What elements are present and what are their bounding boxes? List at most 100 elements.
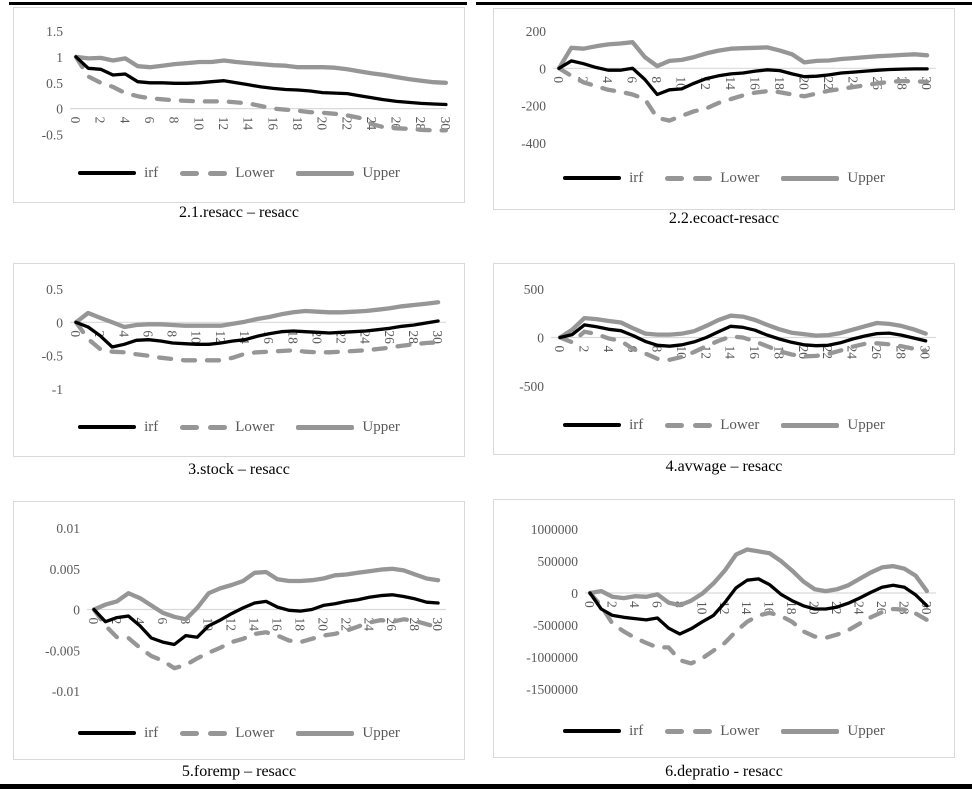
svg-text:24: 24 (852, 601, 867, 615)
svg-text:10: 10 (191, 117, 206, 131)
legend-lower-swatch (665, 422, 713, 428)
svg-text:22: 22 (820, 346, 835, 360)
svg-text:0: 0 (56, 102, 63, 117)
chart-panel-4: 500 0 -500 0 2 4 6 8 10 12 14 16 18 20 22 24 26 28 30 irf … (493, 263, 955, 455)
svg-text:1.5: 1.5 (46, 24, 63, 39)
legend-lower-label: Lower (235, 419, 275, 435)
legend-upper-label: Upper (847, 417, 885, 433)
chart-canvas-4: 5000-5000 2 4 6 8 10 12 14 16 18 20 22 24 26 28 30 (519, 282, 936, 394)
svg-text:12: 12 (224, 618, 239, 632)
legend-upper-label: Upper (362, 419, 400, 435)
svg-text:16: 16 (265, 117, 280, 131)
chart-caption-5: 5.foremp – resacc (181, 763, 297, 780)
svg-text:6: 6 (155, 618, 170, 625)
svg-text:-0.5: -0.5 (42, 128, 64, 143)
svg-text:18: 18 (771, 346, 786, 360)
legend-upper-label: Upper (847, 170, 885, 186)
svg-text:-0.01: -0.01 (52, 684, 80, 699)
legend-lower-swatch (180, 170, 228, 176)
svg-text:1000000: 1000000 (531, 522, 579, 537)
svg-text:2: 2 (93, 117, 108, 124)
legend-upper-swatch (296, 170, 355, 176)
legend-irf-swatch (563, 176, 622, 180)
legend-lower-label: Lower (720, 170, 760, 186)
legend-lower-swatch (180, 730, 228, 736)
svg-text:4: 4 (600, 76, 615, 83)
svg-text:14: 14 (723, 76, 738, 90)
legend-irf-label: irf (629, 417, 644, 433)
legend-upper-swatch (781, 422, 840, 428)
svg-text:-200: -200 (521, 99, 546, 114)
chart-caption-4: 4.avwage – resacc (665, 458, 783, 475)
svg-text:8: 8 (165, 330, 180, 337)
svg-text:0.5: 0.5 (46, 76, 63, 91)
svg-text:18: 18 (784, 601, 799, 615)
legend-lower-label: Lower (720, 417, 760, 433)
svg-text:0: 0 (73, 603, 80, 618)
svg-text:2: 2 (576, 346, 591, 353)
svg-text:8: 8 (650, 346, 665, 353)
svg-text:6: 6 (649, 601, 664, 608)
svg-text:6: 6 (625, 76, 640, 83)
legend-irf-label: irf (629, 170, 644, 186)
svg-text:-400: -400 (521, 136, 546, 151)
svg-text:14: 14 (241, 117, 256, 131)
svg-text:0: 0 (552, 346, 567, 353)
legend-upper-label: Upper (362, 725, 400, 741)
legend-lower-label: Lower (235, 165, 275, 181)
chart-legend-5: irf Lower Upper (14, 724, 464, 742)
svg-text:22: 22 (339, 117, 354, 131)
svg-text:12: 12 (216, 117, 231, 131)
legend-irf-label: irf (629, 723, 644, 739)
svg-text:28: 28 (406, 330, 421, 344)
svg-text:-500: -500 (519, 379, 544, 394)
svg-text:20: 20 (796, 76, 811, 90)
chart-legend-3: irf Lower Upper (14, 418, 464, 436)
legend-upper-swatch (296, 730, 355, 736)
svg-text:16: 16 (747, 346, 762, 360)
svg-text:14: 14 (739, 601, 754, 615)
chart-panel-2: 200 0 -200 -400 0 2 4 6 8 10 12 14 16 18 20 22 24 26 28 30 … (493, 8, 955, 210)
svg-text:0.005: 0.005 (50, 562, 81, 577)
svg-text:18: 18 (292, 618, 307, 632)
svg-text:-0.5: -0.5 (42, 349, 64, 364)
legend-lower-label: Lower (720, 723, 760, 739)
chart-caption-1: 2.1.resacc – resacc (179, 204, 299, 221)
svg-text:10: 10 (189, 330, 204, 344)
svg-text:4: 4 (132, 618, 147, 625)
legend-irf-label: irf (144, 419, 159, 435)
legend-irf-label: irf (144, 165, 159, 181)
svg-text:-1500000: -1500000 (526, 682, 578, 697)
legend-irf-swatch (563, 729, 622, 733)
svg-text:0: 0 (68, 330, 83, 337)
svg-text:12: 12 (717, 601, 732, 615)
svg-text:16: 16 (270, 618, 285, 632)
chart-panel-3: 0.5 0 -0.5 -1 0 2 4 6 8 10 12 14 16 18 20 22 24 26 28 30 ir… (13, 263, 465, 457)
svg-text:8: 8 (649, 76, 664, 83)
legend-upper-swatch (781, 728, 840, 734)
svg-text:16: 16 (762, 601, 777, 615)
svg-text:18: 18 (290, 117, 305, 131)
svg-text:20: 20 (315, 618, 330, 632)
svg-text:20: 20 (315, 117, 330, 131)
legend-lower-swatch (180, 424, 228, 430)
svg-text:4: 4 (627, 601, 642, 608)
svg-text:0: 0 (56, 315, 63, 330)
legend-irf-swatch (78, 171, 137, 175)
svg-text:2: 2 (604, 601, 619, 608)
chart-caption-3: 3.stock – resacc (188, 461, 290, 478)
legend-upper-label: Upper (362, 165, 400, 181)
svg-text:6: 6 (142, 117, 157, 124)
table-top-rule-left (9, 2, 467, 5)
svg-text:30: 30 (430, 618, 445, 632)
legend-upper-label: Upper (847, 723, 885, 739)
svg-text:500: 500 (524, 282, 545, 297)
svg-text:1: 1 (56, 50, 63, 65)
svg-text:0.5: 0.5 (46, 282, 63, 297)
svg-text:-1: -1 (52, 382, 63, 397)
svg-text:14: 14 (247, 618, 262, 632)
legend-irf-label: irf (144, 725, 159, 741)
svg-text:-0.005: -0.005 (45, 643, 80, 658)
svg-text:200: 200 (526, 24, 547, 39)
